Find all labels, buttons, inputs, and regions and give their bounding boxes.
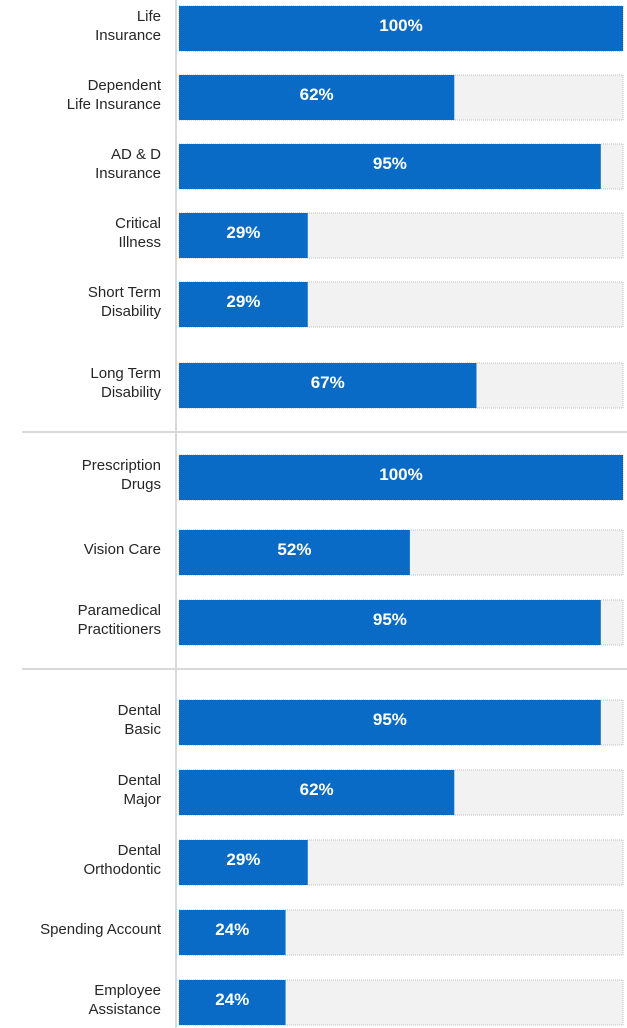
- category-label: Life Insurance: [95, 7, 161, 44]
- bar: [179, 530, 410, 575]
- category-label: Employee Assistance: [88, 981, 161, 1018]
- category-label: Dental Orthodontic: [83, 841, 161, 878]
- category-label: Dental Major: [117, 771, 161, 808]
- bar: [179, 75, 455, 120]
- data-label: 29%: [226, 292, 260, 311]
- data-label: 95%: [373, 154, 407, 173]
- data-label: 62%: [300, 85, 334, 104]
- category-label: Spending Account: [40, 921, 161, 938]
- data-label: 62%: [300, 780, 334, 799]
- bar: [179, 700, 601, 745]
- bar: [179, 455, 623, 500]
- bar: [179, 600, 601, 645]
- category-label: Dental Basic: [117, 701, 161, 738]
- category-label: AD & D Insurance: [95, 145, 161, 182]
- bar: [179, 910, 286, 955]
- data-label: 52%: [277, 540, 311, 559]
- category-label: Prescription Drugs: [81, 456, 161, 493]
- bar: [179, 980, 286, 1025]
- category-label: Dependent Life Insurance: [66, 76, 161, 113]
- bar: [179, 770, 455, 815]
- bar: [179, 282, 308, 327]
- category-label: Critical Illness: [115, 214, 161, 251]
- bar: [179, 6, 623, 51]
- data-label: 24%: [215, 920, 249, 939]
- data-label: 100%: [379, 16, 422, 35]
- bar: [179, 840, 308, 885]
- category-label: Paramedical Practitioners: [77, 601, 161, 638]
- data-label: 95%: [373, 610, 407, 629]
- data-label: 29%: [226, 850, 260, 869]
- data-label: 29%: [226, 223, 260, 242]
- data-label: 100%: [379, 465, 422, 484]
- bar: [179, 144, 601, 189]
- category-label: Vision Care: [83, 541, 161, 558]
- bar: [179, 213, 308, 258]
- category-label: Short Term Disability: [87, 283, 161, 320]
- bar: [179, 363, 477, 408]
- data-label: 24%: [215, 990, 249, 1009]
- data-label: 67%: [311, 373, 345, 392]
- data-label: 95%: [373, 710, 407, 729]
- category-label: Long Term Disability: [90, 364, 161, 401]
